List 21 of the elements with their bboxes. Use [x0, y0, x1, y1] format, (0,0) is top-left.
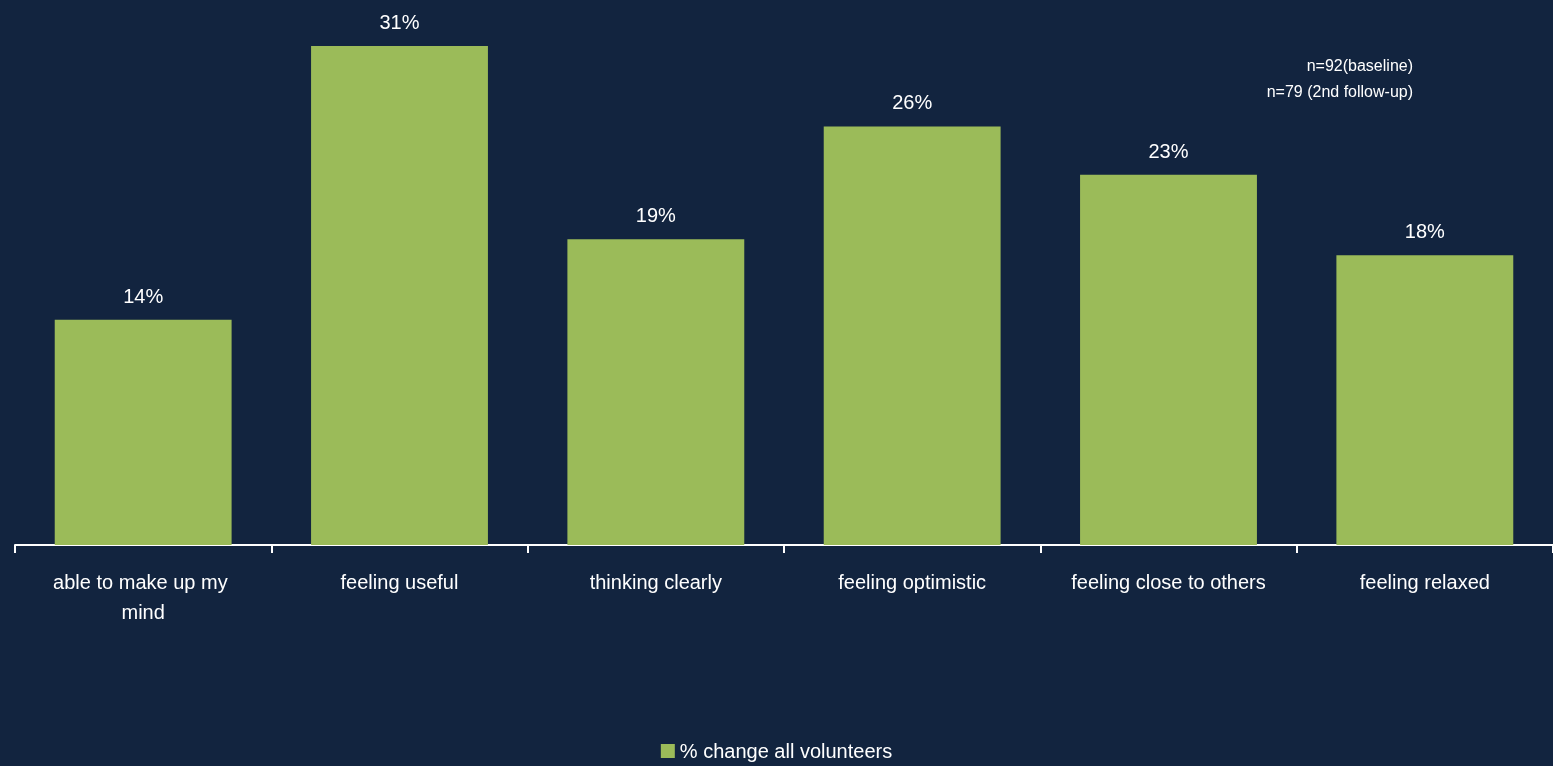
data-label: 14% [123, 284, 164, 307]
data-label: 23% [1148, 139, 1189, 162]
bar [823, 126, 1001, 545]
x-tick-label: thinking clearly [589, 571, 722, 593]
annotation: n=92(baseline) [1306, 56, 1413, 74]
data-label: 26% [892, 91, 933, 114]
data-label: 18% [1404, 220, 1446, 243]
x-tick-label: feeling close to others [1071, 571, 1266, 593]
x-tick-label: feeling useful [340, 571, 459, 593]
bar [1336, 255, 1514, 545]
annotation: n=79 (2nd follow-up) [1266, 82, 1413, 100]
bar [567, 239, 745, 545]
data-label: 19% [635, 204, 677, 227]
legend-label: % change all volunteers [679, 740, 893, 762]
bar [311, 46, 488, 545]
bar [1080, 174, 1257, 545]
x-tick-label: feeling relaxed [1359, 571, 1490, 593]
x-tick-label: able to make up my mind [53, 571, 234, 623]
x-tick-label: feeling optimistic [838, 571, 987, 593]
bar [54, 319, 232, 545]
data-label: 31% [379, 11, 420, 33]
